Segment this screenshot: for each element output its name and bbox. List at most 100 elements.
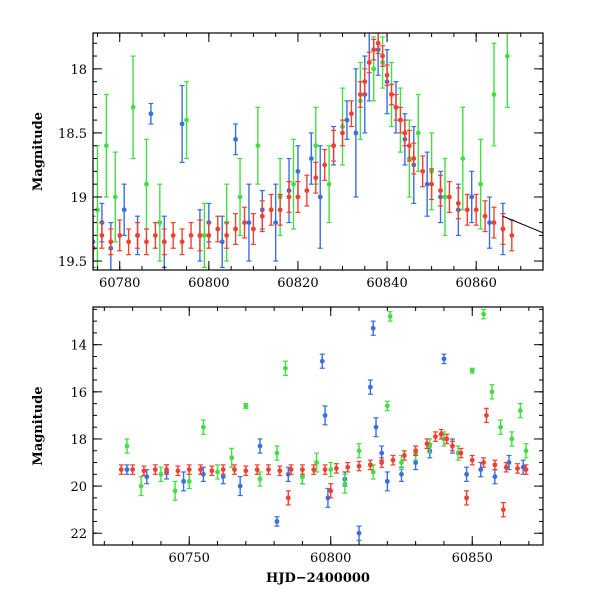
bottom-point-1-6 xyxy=(237,483,243,489)
bottom-series-1 xyxy=(124,320,526,541)
bottom-point-3-30 xyxy=(444,436,450,442)
top-x-tick-label-4: 60860 xyxy=(455,276,496,291)
top-point-2-6 xyxy=(184,117,189,123)
bottom-point-3-3 xyxy=(152,467,158,472)
bottom-point-3-20 xyxy=(345,464,351,470)
top-point-3-27 xyxy=(331,143,336,149)
top-point-2-10 xyxy=(255,143,261,149)
top-y-tick-label-0: 18 xyxy=(70,63,87,78)
bottom-point-3-29 xyxy=(438,431,444,437)
bottom-point-2-8 xyxy=(243,403,249,409)
bottom-point-3-37 xyxy=(515,466,520,471)
top-point-1-16 xyxy=(295,168,301,174)
bottom-point-2-20 xyxy=(399,460,404,465)
top-point-1-33 xyxy=(487,220,492,226)
bottom-point-2-7 xyxy=(229,455,235,461)
top-point-2-13 xyxy=(313,143,319,149)
bottom-point-1-15 xyxy=(356,530,362,536)
top-point-3-32 xyxy=(366,60,372,65)
bottom-point-1-8 xyxy=(274,519,280,524)
bottom-point-2-2 xyxy=(158,471,164,477)
top-point-3-7 xyxy=(152,233,158,238)
top-point-2-1 xyxy=(103,143,109,149)
top-point-3-41 xyxy=(406,143,412,149)
top-point-3-46 xyxy=(447,194,452,200)
top-series-2 xyxy=(94,33,510,270)
bottom-point-2-15 xyxy=(342,481,348,487)
bottom-point-3-15 xyxy=(288,467,294,472)
bottom-point-2-4 xyxy=(186,478,192,484)
bottom-point-2-13 xyxy=(314,460,319,465)
bottom-point-3-16 xyxy=(300,467,305,472)
top-point-1-3 xyxy=(121,207,127,213)
bottom-point-2-17 xyxy=(370,469,376,475)
bottom-point-3-23 xyxy=(379,460,385,465)
bottom-point-1-13 xyxy=(325,495,331,501)
top-point-3-28 xyxy=(340,130,345,136)
bottom-point-3-10 xyxy=(232,467,237,472)
bottom-point-1-26 xyxy=(464,471,469,477)
bottom-point-3-36 xyxy=(503,464,509,470)
bottom-point-3-12 xyxy=(254,467,260,472)
bottom-point-3-41 xyxy=(464,495,469,501)
top-point-1-5 xyxy=(148,111,154,117)
top-point-2-17 xyxy=(371,66,377,72)
top-point-3-43 xyxy=(420,168,426,174)
top-point-3-50 xyxy=(482,213,488,219)
top-point-3-34 xyxy=(375,40,381,46)
top-point-2-24 xyxy=(442,194,448,200)
top-point-3-19 xyxy=(259,213,265,219)
bottom-x-tick-label-0: 60750 xyxy=(169,551,210,566)
bottom-point-1-7 xyxy=(257,443,263,449)
top-x-tick-label-3: 60840 xyxy=(366,276,407,291)
top-model-line xyxy=(502,215,543,234)
top-point-2-28 xyxy=(504,53,510,59)
bottom-point-3-26 xyxy=(413,448,419,454)
bottom-point-1-19 xyxy=(379,450,385,456)
bottom-point-3-38 xyxy=(523,467,529,472)
bottom-point-3-5 xyxy=(175,468,181,474)
bottom-point-2-14 xyxy=(328,467,334,472)
bottom-point-2-28 xyxy=(498,424,503,430)
bottom-point-3-22 xyxy=(367,462,373,468)
top-point-3-49 xyxy=(473,207,479,213)
top-point-1-14 xyxy=(273,220,279,226)
bottom-x-tick-label-1: 60800 xyxy=(310,551,351,566)
bottom-point-2-16 xyxy=(356,448,362,454)
bottom-point-3-42 xyxy=(483,412,489,418)
top-point-3-21 xyxy=(277,207,283,213)
bottom-point-3-31 xyxy=(450,443,455,449)
bottom-point-2-12 xyxy=(300,474,305,480)
top-point-1-32 xyxy=(469,194,475,200)
bottom-y-axis-label: Magnitude xyxy=(31,386,46,465)
bottom-point-2-6 xyxy=(215,469,220,475)
bottom-point-3-7 xyxy=(198,467,203,472)
top-point-1-21 xyxy=(353,130,359,136)
bottom-point-2-10 xyxy=(274,450,280,456)
top-point-2-12 xyxy=(291,181,296,187)
top-point-3-2 xyxy=(108,239,114,245)
top-point-3-8 xyxy=(161,239,167,245)
bottom-point-3-43 xyxy=(500,507,506,513)
top-point-3-40 xyxy=(402,130,408,136)
top-point-3-26 xyxy=(322,162,328,168)
top-y-tick-label-1: 18.5 xyxy=(58,127,87,142)
bottom-point-2-30 xyxy=(517,408,523,414)
bottom-point-1-18 xyxy=(373,424,379,430)
top-point-3-18 xyxy=(250,226,256,232)
top-point-2-9 xyxy=(237,194,243,200)
bottom-panel-full-lightcurve: 60750 60800 60850 14 16 18 20 22 Magnitude HJD−24… xyxy=(31,306,544,586)
top-point-2-26 xyxy=(478,181,484,187)
top-point-3-17 xyxy=(242,220,247,226)
top-point-1-18 xyxy=(317,194,323,200)
top-point-2-2 xyxy=(112,194,118,200)
top-point-3-22 xyxy=(286,194,292,200)
bottom-point-3-0 xyxy=(118,467,124,472)
top-point-3-24 xyxy=(304,188,310,193)
top-point-3-9 xyxy=(170,233,176,238)
bottom-point-2-3 xyxy=(172,488,178,494)
top-point-3-1 xyxy=(99,233,105,238)
top-series-1 xyxy=(93,33,506,270)
top-point-3-10 xyxy=(179,239,185,245)
